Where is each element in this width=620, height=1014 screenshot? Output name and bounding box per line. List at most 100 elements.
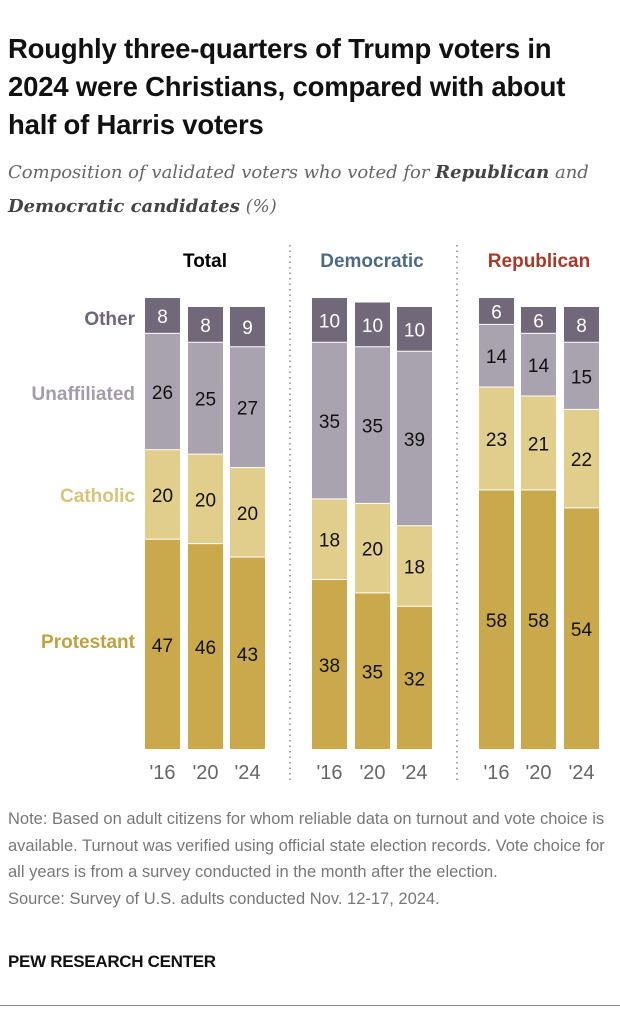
source-text: Source: Survey of U.S. adults conducted …	[8, 889, 440, 908]
bar-segment-unaffiliated	[479, 324, 514, 387]
x-tick-label: '20	[359, 762, 385, 784]
chart-subtitle: Composition of validated voters who vote…	[8, 156, 608, 224]
x-tick-label: '24	[234, 762, 260, 784]
data-label: 15	[571, 367, 592, 388]
legend-label-catholic: Catholic	[60, 486, 135, 507]
data-label: 23	[486, 430, 507, 451]
bar-segment-unaffiliated	[355, 347, 390, 503]
bar-segment-catholic	[564, 409, 599, 508]
bar-segment-catholic	[230, 468, 265, 557]
data-label: 14	[486, 347, 508, 368]
panel-title: Total	[183, 251, 227, 272]
data-label: 14	[528, 356, 550, 377]
bar-segment-protestant	[479, 490, 514, 749]
x-tick-label: '16	[316, 762, 342, 784]
bar-segment-protestant	[312, 579, 347, 749]
data-label: 20	[237, 504, 258, 525]
x-tick-label: '20	[192, 762, 218, 784]
data-label: 27	[237, 399, 258, 420]
panel-title: Democratic	[320, 251, 424, 272]
bar-segment-unaffiliated	[188, 342, 223, 454]
stacked-bar-chart: Total 47 20 26 8 '16 46 20 25 8 '20 43 20 27 9 '24 Democ…	[32, 245, 599, 784]
bar-segment-other	[564, 306, 599, 342]
bar-segment-protestant	[397, 606, 432, 749]
bar-segment-protestant	[521, 490, 556, 749]
x-tick-label: '16	[483, 762, 509, 784]
data-label: 32	[404, 669, 425, 690]
bar-segment-other	[479, 298, 514, 324]
bar-segment-unaffiliated	[230, 347, 265, 468]
bar-segment-other	[355, 302, 390, 347]
data-label: 58	[486, 611, 507, 632]
data-label: 38	[319, 656, 340, 677]
bar-segment-catholic	[397, 526, 432, 606]
data-label: 21	[528, 434, 549, 455]
subtitle-democratic: Democratic candidates	[8, 196, 240, 217]
subtitle-republican: Republican	[435, 162, 550, 183]
data-label: 18	[319, 531, 340, 552]
data-label: 35	[362, 663, 383, 684]
data-label: 43	[237, 645, 258, 666]
bar-segment-other	[397, 306, 432, 351]
bar-segment-protestant	[230, 557, 265, 749]
data-label: 25	[195, 390, 216, 411]
bar-segment-other	[145, 298, 180, 333]
panel-title: Republican	[488, 251, 590, 272]
data-label: 26	[152, 383, 173, 404]
bar-segment-catholic	[312, 499, 347, 579]
bar-segment-other	[312, 298, 347, 342]
data-label: 8	[157, 307, 168, 328]
bar-segment-catholic	[145, 450, 180, 539]
data-label: 58	[528, 611, 549, 632]
x-tick-label: '24	[401, 762, 427, 784]
bar-segment-other	[188, 306, 223, 342]
bar-segment-protestant	[188, 544, 223, 749]
data-label: 8	[576, 316, 587, 337]
x-tick-label: '24	[568, 762, 594, 784]
data-label: 6	[533, 311, 544, 332]
data-label: 10	[319, 311, 340, 332]
bar-segment-other	[230, 306, 265, 347]
data-label: 18	[404, 558, 425, 579]
legend-label-unaffiliated: Unaffiliated	[32, 384, 135, 405]
data-label: 10	[404, 320, 425, 341]
note-text: Note: Based on adult citizens for whom r…	[8, 810, 605, 881]
subtitle-text: Composition of validated voters who vote…	[8, 162, 436, 183]
data-label: 54	[571, 620, 593, 641]
data-label: 35	[319, 412, 340, 433]
data-label: 47	[152, 636, 173, 657]
bottom-rule	[0, 1005, 620, 1006]
legend-label-other: Other	[84, 309, 135, 330]
data-label: 46	[195, 638, 216, 659]
data-label: 8	[200, 316, 211, 337]
data-label: 6	[491, 302, 502, 323]
bar-segment-unaffiliated	[397, 351, 432, 526]
x-tick-label: '20	[525, 762, 551, 784]
data-label: 20	[195, 490, 216, 511]
bar-segment-unaffiliated	[312, 342, 347, 499]
data-label: 10	[362, 316, 383, 337]
bar-segment-catholic	[479, 387, 514, 490]
x-tick-label: '16	[149, 762, 175, 784]
bar-segment-unaffiliated	[521, 333, 556, 396]
subtitle-text: and	[549, 162, 589, 183]
note: Note: Based on adult citizens for whom r…	[8, 806, 618, 912]
bar-segment-protestant	[564, 508, 599, 749]
data-label: 22	[571, 450, 592, 471]
subtitle-text: (%)	[239, 196, 277, 217]
bar-segment-unaffiliated	[145, 333, 180, 450]
bar-segment-protestant	[355, 593, 390, 749]
bar-segment-catholic	[188, 454, 223, 544]
bar-segment-other	[521, 306, 556, 333]
data-label: 20	[152, 486, 173, 507]
data-label: 9	[242, 318, 253, 339]
bar-segment-catholic	[355, 503, 390, 593]
bar-segment-catholic	[521, 396, 556, 490]
data-label: 35	[362, 417, 383, 438]
legend-label-protestant: Protestant	[41, 632, 136, 653]
bar-segment-protestant	[145, 539, 180, 749]
pew-logo: PEW RESEARCH CENTER	[8, 952, 216, 971]
data-label: 20	[362, 540, 383, 561]
data-label: 39	[404, 430, 425, 451]
bar-segment-unaffiliated	[564, 342, 599, 409]
